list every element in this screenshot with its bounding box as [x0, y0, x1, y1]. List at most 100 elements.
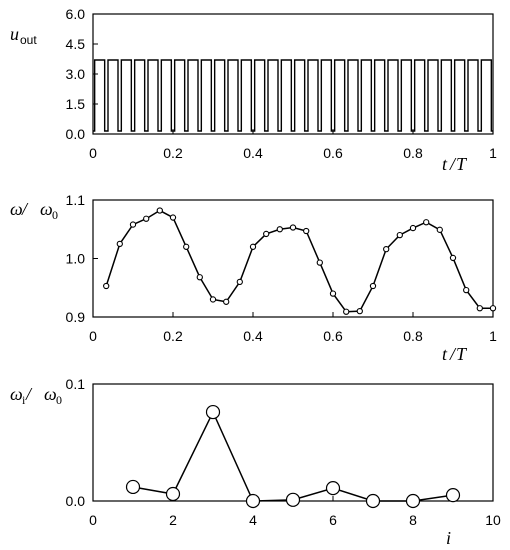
panel2-data-point	[343, 308, 350, 315]
panel2-xtick-label: 0.6	[323, 328, 343, 344]
panel2-data-point	[116, 240, 123, 248]
panel3-xtick-label: 6	[329, 512, 337, 528]
panel-omega-i: ω i / ω 0 0.0 0.1 0 2 4 6 8 10 i	[10, 376, 501, 548]
panel2-data-point	[129, 221, 137, 228]
panel2-data-point	[449, 254, 457, 262]
panel1-ytick-label: 1.5	[66, 96, 86, 112]
panel2-data-point	[476, 305, 483, 312]
panel1-y-axis: 0.0 1.5 3.0 4.5 6.0	[66, 6, 98, 142]
panel1-ylabel-sub: out	[20, 33, 37, 47]
panel2-xtick-label: 0	[89, 328, 97, 344]
panel1-xtick-label: 0.2	[163, 145, 183, 161]
panel3-xtick-label: 4	[249, 512, 257, 528]
panel2-data-point	[463, 286, 470, 294]
panel1-xlabel: t / T	[442, 154, 468, 174]
panel2-xlabel-slash: /	[449, 344, 457, 364]
panel2-data-point	[409, 224, 417, 232]
panel1-xlabel-t: t	[442, 154, 448, 174]
panel3-ylabel: ω i / ω 0	[10, 384, 62, 407]
panel3-xlabel-i: i	[446, 528, 451, 548]
panel2-series-line	[105, 209, 493, 313]
panel2-data-point	[196, 274, 203, 281]
panel2-xtick-label: 1	[489, 328, 497, 344]
panel1-ytick-label: 6.0	[66, 6, 86, 22]
panel2-ylabel-slash: /	[21, 199, 29, 219]
panel2-ytick-label: 1.0	[66, 251, 86, 267]
panel2-x-axis: 0 0.2 0.4 0.6 0.8 1	[89, 312, 497, 344]
panel1-frame	[92, 13, 494, 135]
panel1-xtick-label: 0.8	[403, 145, 423, 161]
panel1-ytick-label: 4.5	[66, 36, 86, 52]
panel2-data-point	[369, 282, 377, 290]
panel-omega: ω / ω 0 0.9 1.0 1.1 0 0.2 0.4 0.6 0.8 1 t / T	[10, 192, 497, 364]
panel2-data-point	[156, 207, 163, 214]
panel1-plot-area	[93, 59, 493, 132]
panel2-data-point	[223, 298, 230, 305]
panel2-data-point	[263, 230, 270, 238]
panel2-data-point	[249, 243, 257, 250]
panel2-data-point	[383, 245, 390, 253]
panel3-data-point	[125, 479, 141, 495]
panel1-xtick-label: 1	[489, 145, 497, 161]
panel1-ytick-label: 3.0	[66, 66, 86, 82]
panel2-xtick-label: 0.4	[243, 328, 263, 344]
panel2-data-point	[143, 215, 150, 222]
panel1-x-axis: 0 0.2 0.4 0.6 0.8 1	[89, 129, 497, 161]
panel2-xtick-label: 0.2	[163, 328, 183, 344]
panel3-ylabel-sub: i	[22, 393, 26, 407]
uout-pulse-line	[93, 59, 493, 132]
panel2-ylabel-var: ω	[10, 199, 23, 219]
panel2-data-point	[289, 224, 297, 231]
panel2-data-point	[276, 226, 283, 233]
panel1-ytick-label: 0.0	[66, 126, 86, 142]
panel2-xlabel-T: T	[456, 344, 468, 364]
panel1-xlabel-T: T	[456, 154, 468, 174]
panel3-data-point	[205, 404, 221, 420]
panel3-xtick-label: 2	[169, 512, 177, 528]
panel2-data-point	[169, 214, 177, 221]
panel-uout: u out 0.0 1.5 3.0 4.5 6.0 0 0.2 0.4 0.6 0.8 1 t /…	[10, 6, 497, 174]
panel2-data-point	[316, 259, 323, 266]
panel3-data-point	[245, 493, 261, 509]
panel2-ytick-label: 0.9	[66, 309, 86, 325]
panel3-frame	[92, 383, 494, 502]
panel2-xlabel-t: t	[442, 344, 448, 364]
panel2-data-point	[396, 231, 403, 239]
panel3-series-line	[132, 410, 454, 502]
panel1-xtick-label: 0.4	[243, 145, 263, 161]
panel3-data-point	[325, 481, 341, 496]
panel2-data-point	[303, 227, 310, 235]
panel2-data-point	[236, 278, 243, 286]
panel3-data-point	[165, 486, 181, 502]
panel1-xtick-label: 0.6	[323, 145, 343, 161]
panel2-ylabel: ω / ω 0	[10, 199, 58, 222]
panel2-xtick-label: 0.8	[403, 328, 423, 344]
panel3-data-point	[365, 493, 381, 509]
panel3-ylabel-sub2: 0	[56, 393, 62, 407]
panel2-data-point	[436, 226, 443, 233]
panel2-ytick-label: 1.1	[66, 192, 86, 208]
panel2-ylabel-var2: ω	[40, 199, 53, 219]
panel3-ytick-label: 0.0	[66, 493, 86, 509]
panel3-data-point	[285, 492, 301, 507]
panel3-ylabel-var2: ω	[44, 384, 57, 404]
panel1-xtick-label: 0	[89, 145, 97, 161]
panel3-ylabel-slash: /	[25, 384, 33, 404]
panel2-data-point	[329, 290, 337, 297]
panel2-data-point	[103, 282, 110, 290]
panel2-data-point	[183, 243, 190, 250]
panel2-xlabel: t / T	[442, 344, 468, 364]
panel3-data-point	[405, 493, 421, 509]
panel3-plot-area	[125, 404, 461, 509]
panel3-xtick-label: 8	[409, 512, 417, 528]
panel2-plot-area	[103, 207, 497, 315]
panel2-data-point	[423, 219, 430, 226]
panel3-xtick-label: 10	[485, 512, 501, 528]
panel3-ytick-label: 0.1	[66, 376, 86, 392]
panel2-data-point	[209, 296, 217, 303]
panel2-data-point	[489, 305, 497, 312]
panel2-frame	[92, 199, 494, 318]
panel3-y-axis: 0.0 0.1	[66, 376, 98, 509]
panel3-xtick-label: 0	[89, 512, 97, 528]
